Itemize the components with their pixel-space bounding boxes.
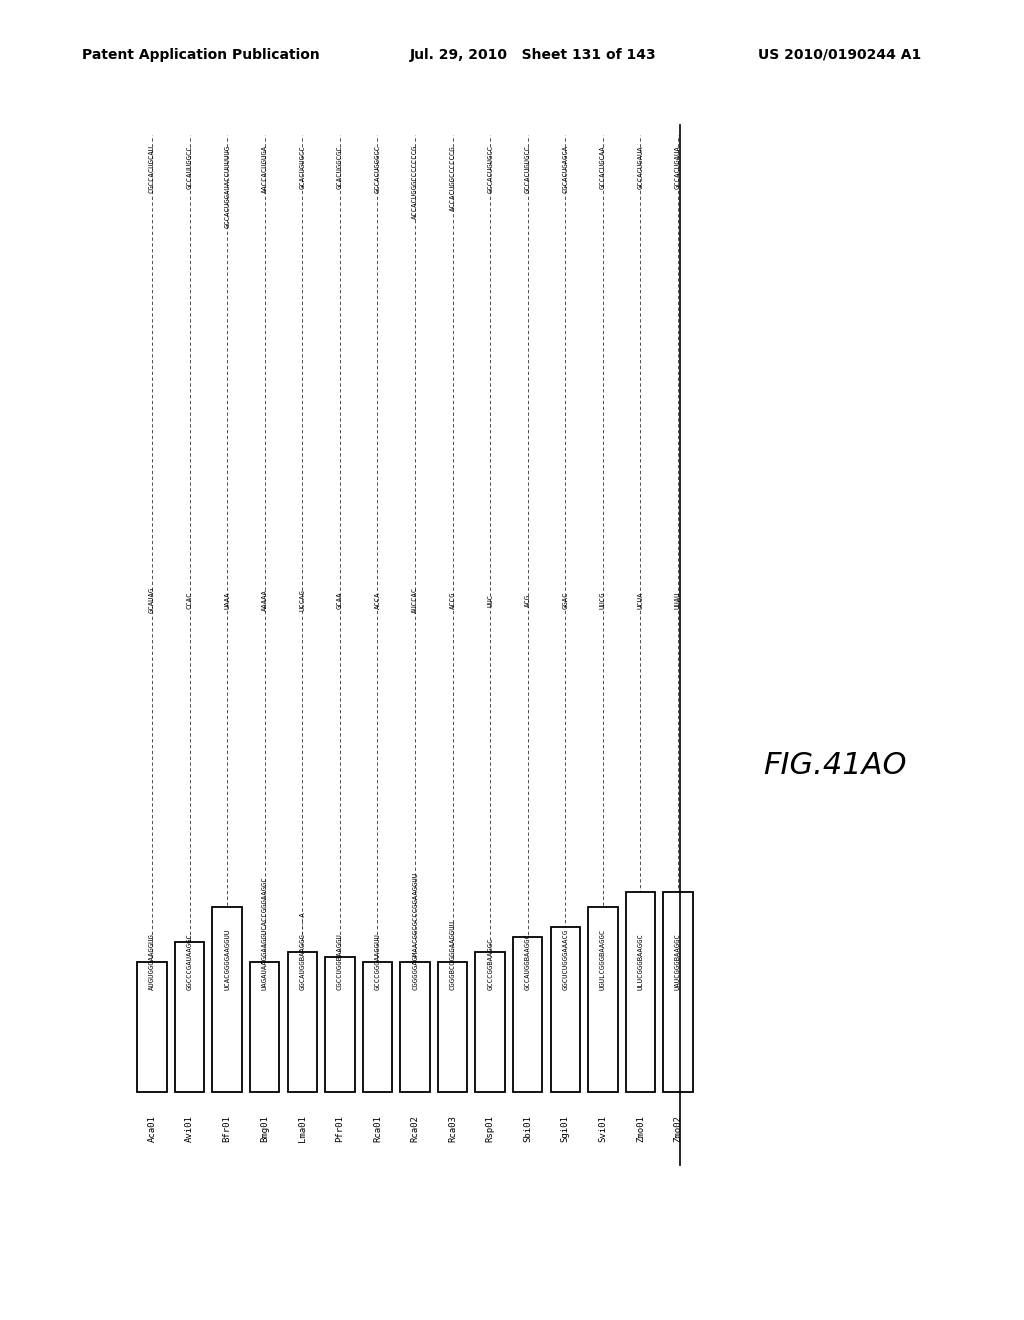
Text: ACCG: ACCG — [450, 591, 456, 609]
Text: GCACUGUGCC: GCACUGUGCC — [299, 145, 305, 189]
Bar — [588, 907, 617, 1092]
Text: Bfr01: Bfr01 — [222, 1115, 231, 1142]
Text: UCACGGGGAAGGUU: UCACGGGGAAGGUU — [224, 929, 230, 990]
Text: GCCACUGAUA: GCCACUGAUA — [675, 145, 681, 189]
Text: UUCG: UUCG — [600, 591, 606, 609]
Text: US 2010/0190244 A1: US 2010/0190244 A1 — [758, 48, 921, 62]
Bar — [626, 892, 655, 1092]
Bar — [362, 962, 392, 1092]
Text: GCCACUGGGCC: GCCACUGGGCC — [375, 145, 381, 193]
Text: GCCAUUGGCC: GCCAUUGGCC — [186, 145, 193, 189]
Text: AAAAA: AAAAA — [262, 589, 267, 611]
Text: GGCAUGGBAAGGG----A: GGCAUGGBAAGGG----A — [299, 911, 305, 990]
Bar — [475, 952, 505, 1092]
Text: AUGUGGGAAGGUG: AUGUGGGAAGGUG — [150, 933, 155, 990]
Text: Zmo01: Zmo01 — [636, 1115, 645, 1142]
Text: Rca02: Rca02 — [411, 1115, 420, 1142]
Text: GGCUCUGGGAAACG: GGCUCUGGGAAACG — [562, 929, 568, 990]
Bar — [250, 962, 280, 1092]
Text: GCCACUGAUA: GCCACUGAUA — [637, 145, 643, 189]
Text: Patent Application Publication: Patent Application Publication — [82, 48, 319, 62]
Text: CGCCUGGBAAGGU: CGCCUGGBAAGGU — [337, 933, 343, 990]
Text: Sbi01: Sbi01 — [523, 1115, 532, 1142]
Text: Zmo02: Zmo02 — [674, 1115, 683, 1142]
Text: UAGAUAAGGAAGGUCACCGGGAAGGC: UAGAUAAGGAAGGUCACCGGGAAGGC — [262, 876, 267, 990]
Text: ACCACUGGCCCCCCG: ACCACUGGCCCCCCG — [450, 145, 456, 211]
Bar — [400, 962, 430, 1092]
Text: Svi01: Svi01 — [598, 1115, 607, 1142]
Text: Avi01: Avi01 — [185, 1115, 195, 1142]
Text: ACG: ACG — [524, 594, 530, 607]
Text: CCAC: CCAC — [186, 591, 193, 609]
Text: UCCAG: UCCAG — [299, 589, 305, 611]
Text: CGCCACUGCAU: CGCCACUGCAU — [150, 145, 155, 193]
Bar — [137, 962, 167, 1092]
Text: UAAA: UAAA — [224, 591, 230, 609]
Text: CGCACUGAGCA: CGCACUGAGCA — [562, 145, 568, 193]
Text: Rca03: Rca03 — [449, 1115, 457, 1142]
Text: UUAU: UUAU — [675, 591, 681, 609]
Text: GCCCGGGAAGGUU: GCCCGGGAAGGUU — [375, 933, 381, 990]
Text: Aca01: Aca01 — [147, 1115, 157, 1142]
Text: UUC: UUC — [487, 594, 494, 607]
Text: Rca01: Rca01 — [373, 1115, 382, 1142]
Text: CGGGBCOGGGAAGGUU: CGGGBCOGGGAAGGUU — [450, 920, 456, 990]
Bar — [551, 927, 580, 1092]
Text: UCUA: UCUA — [637, 591, 643, 609]
Text: GCAA: GCAA — [337, 591, 343, 609]
Text: Sgi01: Sgi01 — [561, 1115, 569, 1142]
Text: ULUCGGGBAAGGC: ULUCGGGBAAGGC — [637, 933, 643, 990]
Text: GCACUGGCGC: GCACUGGCGC — [337, 145, 343, 189]
Text: Jul. 29, 2010   Sheet 131 of 143: Jul. 29, 2010 Sheet 131 of 143 — [410, 48, 656, 62]
Bar — [664, 892, 692, 1092]
Bar — [175, 942, 204, 1092]
Bar — [326, 957, 354, 1092]
Text: GCCACUGGAUACCUUUUUG: GCCACUGGAUACCUUUUUG — [224, 145, 230, 228]
Text: GCAUAG: GCAUAG — [150, 587, 155, 612]
Text: GCCAUGGBAAGGC: GCCAUGGBAAGGC — [524, 933, 530, 990]
Text: GCCACUGUGCC: GCCACUGUGCC — [524, 145, 530, 193]
Text: FIG.41AO: FIG.41AO — [763, 751, 906, 780]
Text: GGCCCGAUAAGGC: GGCCCGAUAAGGC — [186, 933, 193, 990]
Bar — [288, 952, 317, 1092]
Text: CGGGGGAGMAACGGCGCCCGGAAGGUU: CGGGGGAGMAACGGCGCCCGGAAGGUU — [412, 873, 418, 990]
Bar — [513, 937, 543, 1092]
Text: AUCCAC: AUCCAC — [412, 587, 418, 612]
Text: UGULCGGGBAAGGC: UGULCGGGBAAGGC — [600, 929, 606, 990]
Text: GCCCGGBAAGGC: GCCCGGBAAGGC — [487, 937, 494, 990]
Bar — [438, 962, 467, 1092]
Text: Pfr01: Pfr01 — [335, 1115, 344, 1142]
Text: Rsp01: Rsp01 — [485, 1115, 495, 1142]
Text: GCCACUGUGCC: GCCACUGUGCC — [487, 145, 494, 193]
Text: Bmg01: Bmg01 — [260, 1115, 269, 1142]
Text: ACCA: ACCA — [375, 591, 381, 609]
Text: ACCACUGGGCCCCCCCG: ACCACUGGGCCCCCCCG — [412, 145, 418, 219]
Text: GCCACUGCAA: GCCACUGCAA — [600, 145, 606, 189]
Text: UAUCGGGBAAGGC: UAUCGGGBAAGGC — [675, 933, 681, 990]
Bar — [213, 907, 242, 1092]
Text: Lma01: Lma01 — [298, 1115, 307, 1142]
Text: GGAC: GGAC — [562, 591, 568, 609]
Text: AACCACUGUGA: AACCACUGUGA — [262, 145, 267, 193]
